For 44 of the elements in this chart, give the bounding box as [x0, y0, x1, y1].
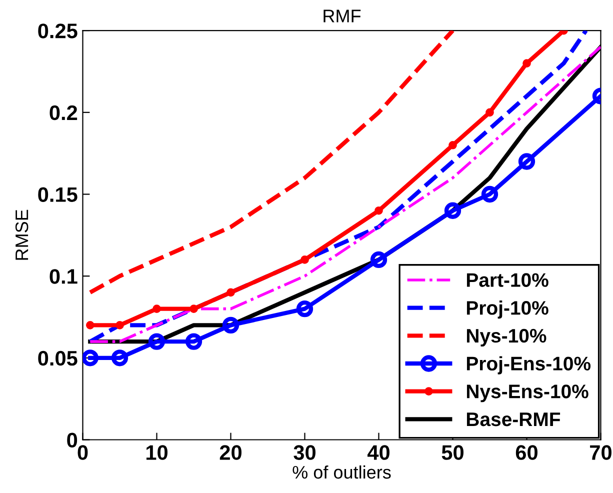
point [481, 186, 498, 203]
point [86, 321, 94, 330]
x-tick-label: 60 [516, 445, 538, 460]
line-series [88, 30, 455, 295]
legend-label: Proj-10% [466, 300, 548, 319]
point [185, 333, 202, 350]
y-tick-label: 0.15 [38, 187, 78, 202]
x-tick-label: 70 [590, 445, 612, 460]
x-tick-label: 30 [294, 445, 316, 460]
point [296, 300, 314, 318]
x-tick-label: 20 [220, 445, 242, 460]
legend-label: Base-RMF [466, 412, 560, 426]
x-tick-label: 0 [78, 445, 88, 460]
point [226, 288, 235, 297]
point [148, 333, 166, 350]
point [82, 350, 98, 366]
point [444, 202, 462, 219]
x-tick-label: 10 [146, 445, 168, 460]
point [374, 206, 383, 215]
x-tick-label: 50 [442, 445, 464, 460]
point [522, 59, 531, 68]
point [190, 304, 198, 313]
point [300, 256, 309, 264]
point [370, 251, 388, 268]
point [222, 316, 240, 334]
y-tick-label: 0.25 [38, 24, 78, 38]
legend-label: Nys-Ens-10% [466, 384, 588, 402]
point [518, 153, 536, 170]
x-axis-title: % of outliers [292, 465, 391, 479]
legend-label: Proj-Ens-10% [466, 356, 591, 374]
x-tick-label: 40 [367, 445, 390, 460]
chart-title: RMF [324, 10, 361, 22]
y-tick-label: 0.1 [50, 269, 78, 284]
point [486, 108, 494, 117]
legend-label: Nys-10% [466, 328, 546, 346]
point [448, 140, 457, 150]
y-tick-label: 0.2 [50, 105, 78, 120]
point [116, 321, 124, 330]
y-axis-title: RMSE [15, 210, 28, 260]
y-tick-label: 0.05 [38, 350, 78, 366]
point [152, 304, 161, 313]
y-tick-label: 0 [67, 432, 78, 448]
legend-label: Part-10% [466, 273, 548, 287]
point [111, 350, 128, 366]
